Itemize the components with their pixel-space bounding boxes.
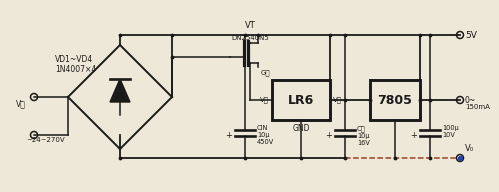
Text: DN2540N5: DN2540N5	[231, 35, 269, 41]
Text: V出: V出	[333, 97, 342, 103]
Text: V₀: V₀	[465, 144, 474, 153]
Text: 0~: 0~	[465, 96, 476, 105]
Text: LR6: LR6	[288, 94, 314, 107]
Text: 150mA: 150mA	[465, 104, 490, 110]
Polygon shape	[110, 79, 130, 102]
Text: VT: VT	[245, 21, 255, 30]
Text: +: +	[410, 131, 417, 140]
Text: CIN
10μ
450V: CIN 10μ 450V	[257, 125, 274, 145]
Bar	[370, 80, 420, 120]
Text: C出
10μ
16V: C出 10μ 16V	[357, 125, 370, 146]
Text: +: +	[325, 131, 332, 140]
Text: V入: V入	[260, 97, 269, 103]
Text: VD1~VD4
1N4007×4: VD1~VD4 1N4007×4	[55, 55, 96, 74]
Text: 5V: 5V	[465, 31, 477, 40]
Text: 7805: 7805	[378, 94, 413, 107]
Text: 100μ
10V: 100μ 10V	[442, 125, 459, 138]
Text: ~24~270V: ~24~270V	[26, 137, 65, 143]
Text: +: +	[225, 131, 232, 140]
Text: GND: GND	[292, 124, 310, 133]
Text: G栅: G栅	[261, 69, 270, 76]
Bar	[272, 80, 330, 120]
Text: V入: V入	[16, 99, 26, 108]
